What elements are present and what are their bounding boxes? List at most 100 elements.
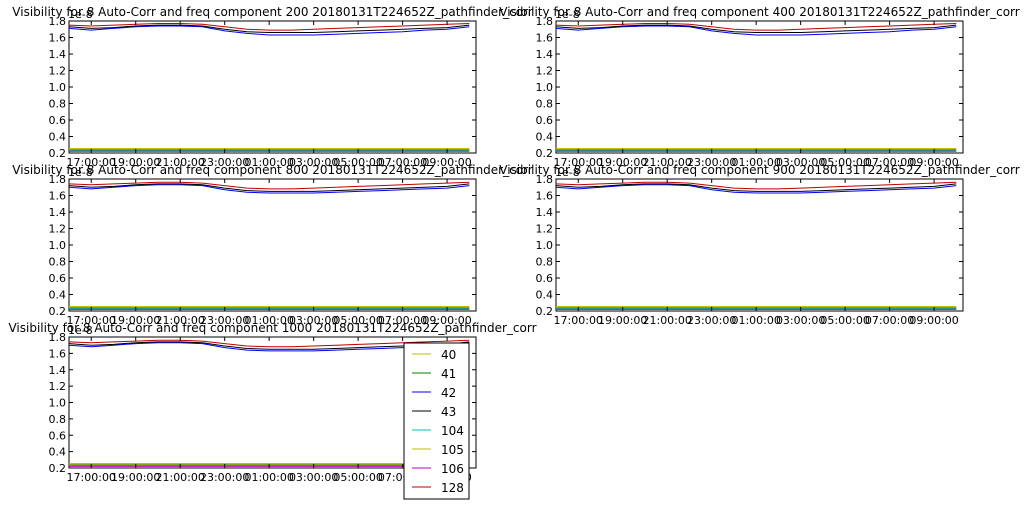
y-offset-label: 1e-8	[68, 324, 93, 337]
y-tick-label: 1.4	[49, 206, 67, 219]
y-offset-label: 1e-8	[555, 166, 580, 179]
subplot-title: Visibility for 8 Auto-Corr and freq comp…	[499, 163, 1019, 177]
series-line-42	[68, 25, 470, 36]
series-line-42	[68, 342, 470, 352]
x-tick-label: 03:00:00	[776, 156, 825, 169]
x-tick-label: 23:00:00	[687, 156, 736, 169]
series-line-43	[555, 183, 957, 192]
x-tick-label: 21:00:00	[155, 156, 204, 169]
x-tick-label: 21:00:00	[642, 156, 691, 169]
x-tick-label: 19:00:00	[111, 156, 160, 169]
subplot-title: Visibility for 8 Auto-Corr and freq comp…	[499, 5, 1019, 19]
y-tick-label: 0.4	[49, 289, 67, 302]
x-tick-label: 01:00:00	[244, 156, 293, 169]
y-tick-label: 1.6	[536, 32, 554, 45]
x-tick-label: 17:00:00	[554, 314, 603, 327]
subplot-1: 0.2 0.4 0.6 0.8 1.0 1.2 1.4 1.6 1.8 17:00:0019:00…	[12, 5, 532, 169]
x-tick-label: 19:00:00	[598, 314, 647, 327]
x-tick-label: 07:00:00	[865, 314, 914, 327]
y-tick-label: 0.8	[536, 98, 554, 111]
y-tick-label: 1.6	[536, 190, 554, 203]
subplot-4: 0.2 0.4 0.6 0.8 1.0 1.2 1.4 1.6 1.8 17:00:0019:00…	[499, 163, 1019, 327]
legend-label: 41	[441, 367, 456, 381]
y-tick-label: 0.4	[536, 289, 554, 302]
y-tick-label: 1.2	[536, 223, 554, 236]
series-line-43	[555, 24, 957, 33]
x-tick-label: 21:00:00	[155, 314, 204, 327]
y-tick-label: 0.6	[536, 114, 554, 127]
subplot-title: Visibility for 8 Auto-Corr and freq comp…	[12, 163, 532, 177]
x-tick-label: 09:00:00	[909, 156, 958, 169]
x-tick-label: 19:00:00	[111, 471, 160, 484]
x-tick-label: 01:00:00	[244, 471, 293, 484]
x-tick-label: 17:00:00	[67, 314, 116, 327]
subplot-title: Visibility for 8 Auto-Corr and freq comp…	[12, 5, 532, 19]
legend-label: 106	[441, 462, 464, 476]
x-tick-label: 23:00:00	[200, 314, 249, 327]
y-tick-label: 1.4	[49, 364, 67, 377]
x-tick-label: 17:00:00	[554, 156, 603, 169]
x-tick-label: 05:00:00	[333, 471, 382, 484]
legend-label: 104	[441, 424, 464, 438]
subplot-title: Visibility for 8 Auto-Corr and freq comp…	[8, 321, 536, 335]
y-tick-label: 0.4	[49, 446, 67, 459]
plot-area	[555, 20, 964, 154]
series-line-128	[555, 181, 957, 190]
legend-label: 105	[441, 443, 464, 457]
plot-area	[68, 20, 477, 154]
y-tick-label: 1.8	[536, 15, 554, 28]
y-tick-label: 0.2	[536, 305, 554, 318]
legend-label: 42	[441, 386, 456, 400]
y-tick-label: 1.6	[49, 32, 67, 45]
y-tick-label: 1.0	[536, 239, 554, 252]
series-line-42	[555, 184, 957, 194]
y-tick-label: 1.8	[49, 173, 67, 186]
y-tick-label: 0.8	[536, 256, 554, 269]
x-tick-label: 01:00:00	[731, 314, 780, 327]
y-tick-label: 0.8	[49, 413, 67, 426]
x-tick-label: 03:00:00	[289, 314, 338, 327]
y-tick-label: 1.2	[49, 380, 67, 393]
y-offset-label: 1e-8	[68, 166, 93, 179]
x-tick-label: 09:00:00	[909, 314, 958, 327]
y-tick-label: 1.4	[536, 48, 554, 61]
y-offset-label: 1e-8	[68, 8, 93, 21]
series-line-128	[68, 181, 470, 190]
y-tick-label: 1.8	[49, 15, 67, 28]
subplot-2: 0.2 0.4 0.6 0.8 1.0 1.2 1.4 1.6 1.8 17:00:0019:00…	[499, 5, 1019, 169]
x-tick-label: 21:00:00	[642, 314, 691, 327]
y-tick-label: 1.8	[536, 173, 554, 186]
y-tick-label: 0.2	[536, 147, 554, 160]
x-tick-label: 21:00:00	[155, 471, 204, 484]
y-tick-label: 0.8	[49, 256, 67, 269]
series-line-42	[555, 25, 957, 36]
y-tick-label: 0.4	[49, 131, 67, 144]
legend-label: 43	[441, 405, 456, 419]
x-tick-label: 07:00:00	[378, 156, 427, 169]
y-tick-label: 1.0	[536, 81, 554, 94]
x-tick-label: 09:00:00	[422, 314, 471, 327]
x-tick-label: 23:00:00	[687, 314, 736, 327]
y-tick-label: 1.6	[49, 347, 67, 360]
x-tick-label: 09:00:00	[422, 156, 471, 169]
x-tick-label: 05:00:00	[333, 314, 382, 327]
y-tick-label: 0.6	[49, 272, 67, 285]
y-tick-label: 0.6	[536, 272, 554, 285]
y-tick-label: 0.2	[49, 305, 67, 318]
legend-label: 128	[441, 481, 464, 495]
x-tick-label: 07:00:00	[865, 156, 914, 169]
x-tick-label: 05:00:00	[333, 156, 382, 169]
x-tick-label: 19:00:00	[111, 314, 160, 327]
y-tick-label: 1.8	[49, 331, 67, 344]
y-tick-label: 0.6	[49, 114, 67, 127]
y-tick-label: 1.4	[49, 48, 67, 61]
legend: 40 41 42 43 104 105 106 128	[403, 342, 470, 500]
y-tick-label: 0.2	[49, 462, 67, 475]
y-tick-label: 1.2	[49, 65, 67, 78]
y-tick-label: 1.6	[49, 190, 67, 203]
y-tick-label: 1.2	[49, 223, 67, 236]
series-line-128	[68, 339, 470, 348]
x-tick-label: 17:00:00	[67, 156, 116, 169]
y-tick-label: 0.4	[536, 131, 554, 144]
